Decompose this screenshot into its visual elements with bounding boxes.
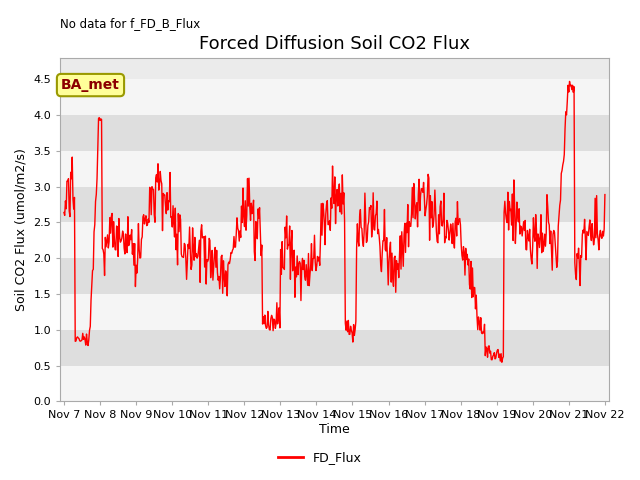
Text: BA_met: BA_met [61, 78, 120, 92]
Bar [60, 79, 609, 115]
Text: No data for f_FD_B_Flux: No data for f_FD_B_Flux [60, 17, 200, 30]
Bar [60, 115, 609, 151]
Legend: FD_Flux: FD_Flux [273, 446, 367, 469]
Bar [60, 187, 609, 222]
Bar [60, 151, 609, 187]
Bar [60, 222, 609, 258]
Title: Forced Diffusion Soil CO2 Flux: Forced Diffusion Soil CO2 Flux [199, 35, 470, 53]
Bar [60, 366, 609, 401]
Bar [60, 258, 609, 294]
Bar [60, 330, 609, 366]
X-axis label: Time: Time [319, 423, 350, 436]
Bar [60, 294, 609, 330]
Y-axis label: Soil CO2 Flux (umol/m2/s): Soil CO2 Flux (umol/m2/s) [15, 148, 28, 311]
